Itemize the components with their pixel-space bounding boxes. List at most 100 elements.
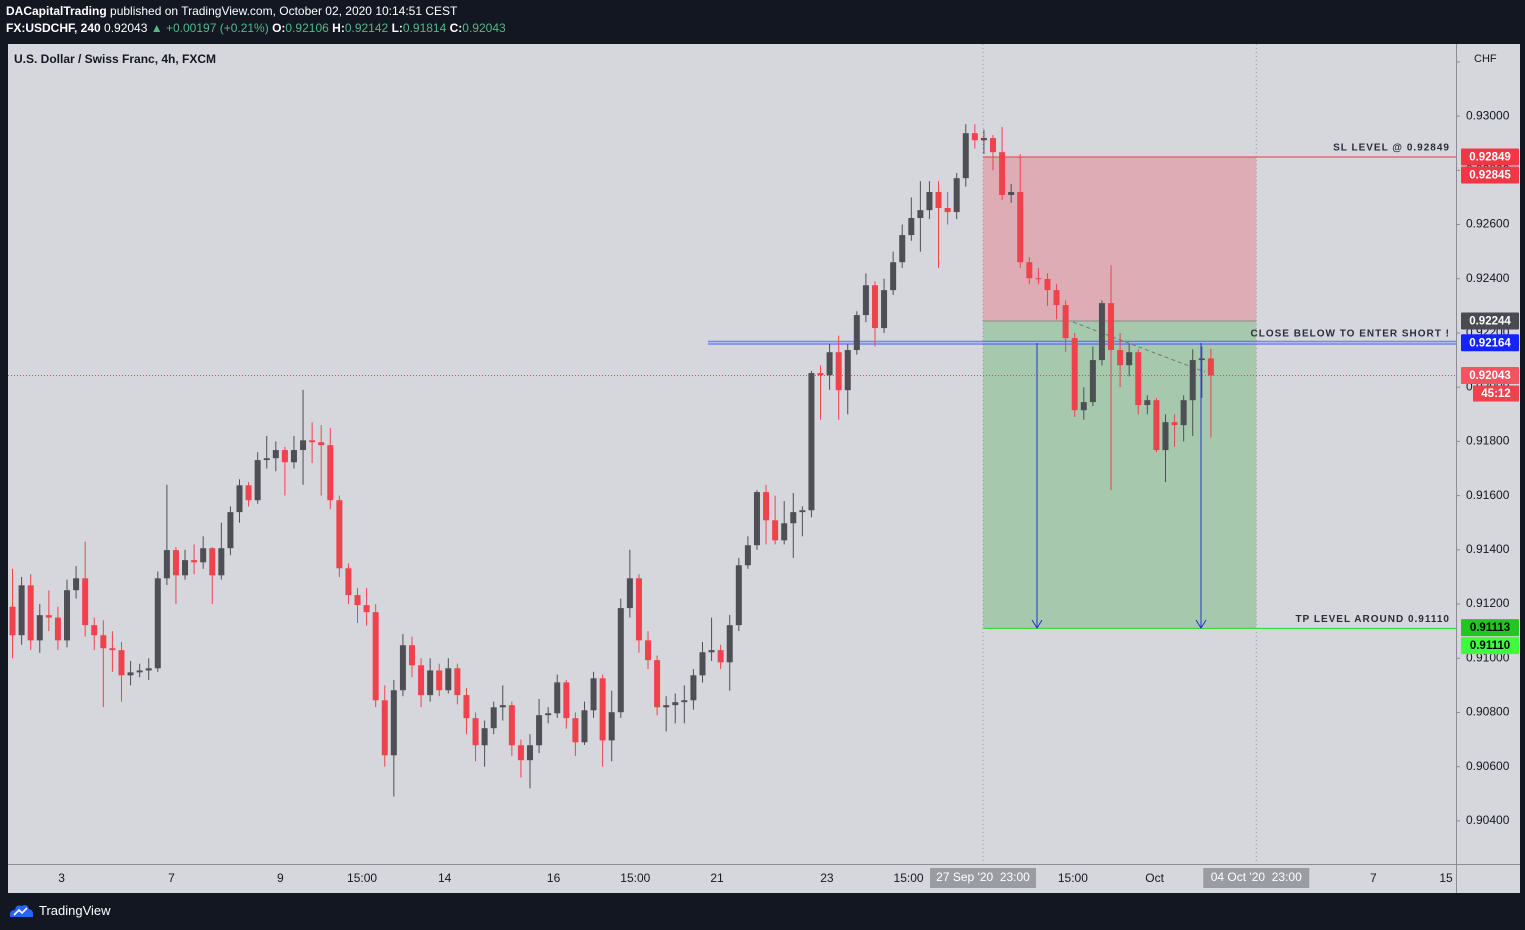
candle-body (890, 262, 897, 291)
candle-body (109, 648, 116, 651)
candle-body (772, 520, 779, 541)
level-label: 0.92849 (1469, 152, 1511, 164)
y-tick-label: 0.93000 (1466, 108, 1510, 122)
candle-body (463, 695, 470, 719)
c-label: C: (449, 21, 463, 35)
candle-body (1008, 192, 1015, 195)
x-tick-label: 15:00 (1058, 871, 1088, 885)
candle-body (1135, 352, 1142, 406)
level-label: 0.92244 (1469, 316, 1511, 328)
candle-body (645, 640, 652, 661)
candle-body (508, 705, 515, 746)
y-tick-label: 0.91400 (1466, 542, 1510, 556)
candle-body (1017, 192, 1024, 263)
candle-body (345, 568, 352, 596)
level-label-bg (1461, 619, 1519, 637)
candle-body (1035, 278, 1042, 280)
symbol: FX:USDCHF, 240 (6, 21, 101, 35)
y-tick-label: 0.90600 (1466, 759, 1510, 773)
h-label: H: (332, 21, 345, 35)
candle-body (1153, 400, 1160, 451)
candle-body (236, 485, 243, 513)
candle-body (472, 718, 479, 746)
c-value: 0.92043 (462, 21, 506, 35)
x-tick-label: 7 (168, 871, 175, 885)
candle-body (309, 440, 316, 443)
candle-body (18, 585, 25, 636)
x-tick-label: 16 (547, 871, 561, 885)
candle-body (908, 218, 915, 236)
candle-body (490, 707, 497, 729)
candle-body (445, 668, 452, 691)
candle-body (581, 710, 588, 743)
candle-body (27, 585, 34, 641)
labels: U.S. Dollar / Swiss Franc, 4h, FXCM 0.90… (14, 52, 1519, 888)
candle-body (408, 645, 415, 666)
range-label-bg (930, 868, 1037, 888)
range-label-bg (1203, 868, 1310, 888)
candle-body (980, 138, 987, 141)
candle-body (753, 492, 760, 546)
candle-body (254, 460, 261, 501)
x-tick-label: 9 (277, 871, 284, 885)
header: DACapitalTrading published on TradingVie… (6, 3, 506, 37)
candle-body (1026, 262, 1033, 279)
y-tick-label: 0.91200 (1466, 596, 1510, 610)
y-tick-label: 0.90400 (1466, 813, 1510, 827)
level-label-bg (1461, 367, 1519, 385)
candle-body (118, 650, 125, 676)
unit-label: CHF (1474, 53, 1497, 65)
candle-body (699, 652, 706, 676)
o-label: O: (272, 21, 286, 35)
candle-body (1108, 303, 1115, 351)
candle-body (1180, 400, 1187, 426)
candle-body (545, 713, 552, 716)
candle-body (363, 605, 370, 613)
candle-body (690, 675, 697, 701)
annotation: TP LEVEL AROUND 0.91110 (1295, 614, 1450, 625)
candle-body (36, 615, 43, 641)
candle-body (853, 315, 860, 351)
candle-body (1189, 360, 1196, 401)
y-tick-label: 0.92600 (1466, 217, 1510, 231)
candle-body (272, 450, 279, 459)
candle-body (399, 645, 406, 691)
l-value: 0.91814 (402, 21, 447, 35)
candle-body (1144, 400, 1151, 406)
candle-body (608, 712, 615, 741)
level-label-bg (1461, 334, 1519, 352)
x-tick-label: 15 (1439, 871, 1453, 885)
change: ▲ +0.00197 (+0.21%) (150, 21, 269, 35)
publisher: DACapitalTrading (6, 4, 107, 18)
candle-body (64, 590, 71, 641)
l-label: L: (391, 21, 403, 35)
candle-body (917, 210, 924, 219)
level-label: 0.91110 (1470, 640, 1510, 652)
candle-body (300, 440, 307, 451)
candle-body (517, 745, 524, 761)
candle-body (427, 670, 434, 696)
h-value: 0.92142 (344, 21, 389, 35)
candle-body (9, 606, 16, 636)
level-label: 0.92845 (1469, 170, 1511, 182)
candle-body (218, 548, 225, 576)
candle-body (281, 450, 288, 463)
candle-body (663, 705, 670, 708)
candle-body (999, 152, 1006, 195)
candle-body (790, 512, 797, 524)
candle-body (844, 350, 851, 391)
candle-body (163, 550, 170, 579)
footer: TradingView (8, 902, 111, 918)
candle-body (145, 668, 152, 671)
candle-body (1171, 422, 1178, 426)
candle-body (209, 548, 216, 576)
candle-body (136, 670, 143, 673)
x-tick-label: 23 (820, 871, 834, 885)
candles (9, 124, 1214, 797)
published: published on TradingView.com, October 02… (110, 4, 458, 18)
candle-body (1162, 422, 1169, 451)
x-tick-label: 14 (438, 871, 452, 885)
candle-body (318, 442, 325, 446)
o-value: 0.92106 (285, 21, 329, 35)
candle-body (971, 133, 978, 141)
